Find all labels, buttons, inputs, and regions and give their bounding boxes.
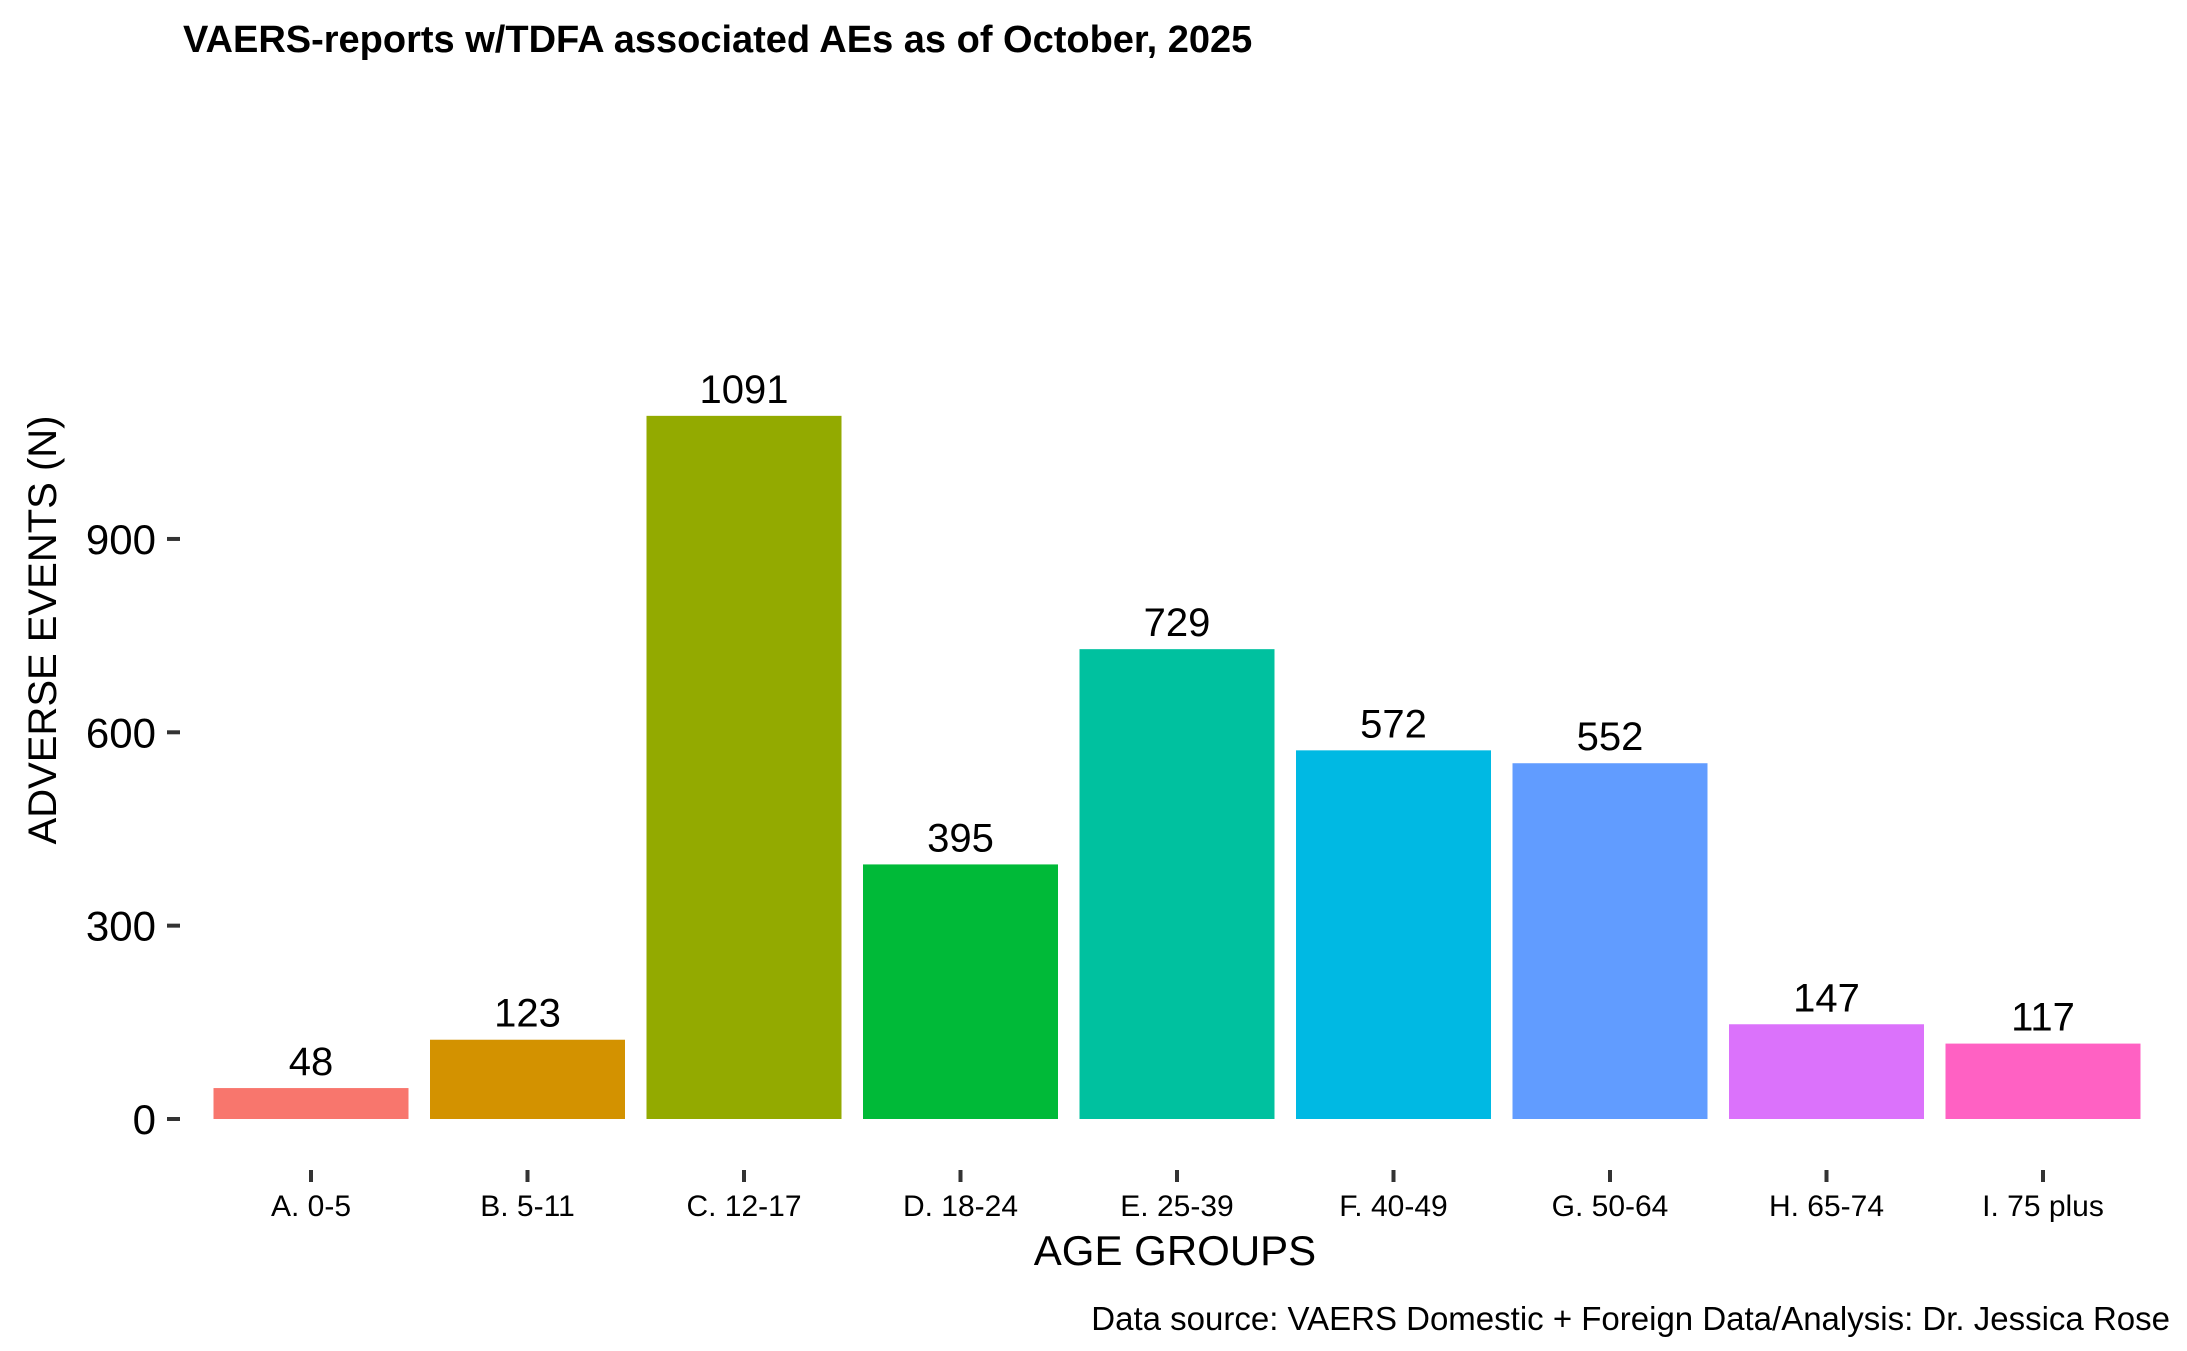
x-tick-label: D. 18-24 [903,1190,1018,1223]
y-tick-label: 300 [86,903,156,950]
bar-value-label: 117 [2011,996,2075,1040]
y-tick-label: 600 [86,709,156,756]
bar-2 [430,1039,625,1119]
bar-3 [646,415,842,1120]
x-tick-label: A. 0-5 [271,1190,351,1223]
x-axis: A. 0-5 B. 5-11 C. 12-17 D. 18-24 E. 25-39 F. … [271,1170,2104,1223]
bar-value-label: 552 [1577,715,1644,759]
y-axis-label: ADVERSE EVENTS (N) [21,416,65,845]
bar-8 [1729,1024,1924,1119]
bar-value-label: 1091 [700,368,789,412]
x-tick-label: I. 75 plus [1982,1190,2104,1223]
y-tick-label: 900 [86,516,156,563]
x-tick-label: B. 5-11 [480,1190,575,1223]
bar-value-label: 572 [1360,702,1427,746]
bar-value-label: 147 [1793,976,1860,1020]
bar-9 [1945,1043,2141,1119]
x-tick-label: G. 50-64 [1552,1190,1669,1223]
bar-1 [213,1088,409,1119]
data-source-caption: Data source: VAERS Domestic + Foreign Da… [1091,1300,2170,1337]
x-tick-label: F. 40-49 [1339,1190,1447,1223]
bar-5 [1079,649,1275,1119]
bar-value-label: 123 [494,992,561,1036]
chart-title: VAERS-reports w/TDFA associated AEs as o… [183,19,1252,61]
bar-4 [863,864,1058,1119]
bar-value-label: 729 [1144,601,1211,645]
x-axis-label: AGE GROUPS [1034,1227,1316,1274]
x-tick-label: E. 25-39 [1120,1190,1233,1223]
x-tick-label: H. 65-74 [1769,1190,1884,1223]
y-axis: 0 300 600 900 [86,516,180,1143]
bar-value-label: 48 [289,1040,334,1084]
bar-7 [1512,763,1708,1119]
bar-value-label: 395 [927,816,994,860]
y-tick-label: 0 [133,1096,156,1143]
bar-6 [1296,750,1491,1119]
bars-group [213,415,2141,1120]
x-tick-label: C. 12-17 [686,1190,801,1223]
data-labels-group: 48 123 1091 395 729 572 552 147 117 [289,368,2075,1084]
